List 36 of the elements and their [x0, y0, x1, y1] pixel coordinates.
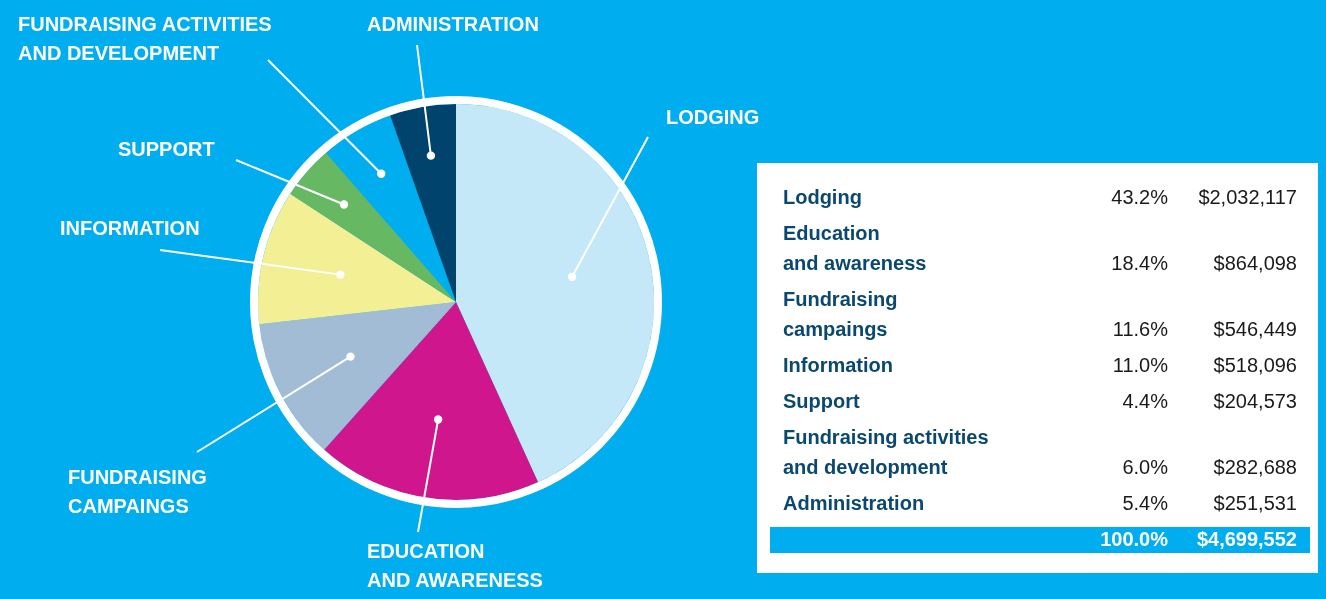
text: $282,688: [1213, 456, 1297, 478]
text: Administration: [783, 492, 925, 514]
text: 11.0%: [1112, 354, 1169, 376]
text: $518,096: [1213, 354, 1297, 376]
text: $204,573: [1213, 390, 1297, 412]
text: 5.4%: [1122, 492, 1169, 514]
pie-slice: [456, 104, 654, 483]
text: $2,032,117: [1198, 186, 1297, 208]
text: 100.0%: [1100, 528, 1169, 550]
text: Fundraising campaings: [783, 288, 898, 340]
slice-label: ADMINISTRATION: [367, 13, 539, 35]
pie-slice: [324, 302, 539, 500]
text: 4.4%: [1122, 390, 1169, 412]
pie-slice: [258, 193, 456, 325]
text: 43.2%: [1111, 186, 1169, 208]
text: Support: [783, 390, 860, 412]
slice-label: SUPPORT: [118, 138, 215, 160]
slice-label: FUNDRAISING CAMPAINGS: [68, 466, 207, 517]
pie-slice: [290, 152, 456, 302]
text: Lodging: [783, 186, 862, 208]
text: Information: [783, 354, 893, 376]
slice-label: FUNDRAISING ACTIVITIES AND DEVELOPMENT: [18, 13, 272, 64]
text: $251,531: [1213, 492, 1297, 514]
pie-slice: [390, 104, 456, 302]
slice-label: EDUCATION AND AWARENESS: [367, 540, 543, 591]
text: $4,699,552: [1196, 528, 1297, 550]
pie-slice: [259, 302, 456, 450]
text: $864,098: [1213, 252, 1297, 274]
slice-label: LODGING: [666, 106, 760, 128]
text: Fundraising activities and development: [783, 426, 989, 478]
text: 11.6%: [1112, 318, 1169, 340]
text: Education and awareness: [783, 222, 927, 274]
text: $546,449: [1213, 318, 1297, 340]
text: 18.4%: [1111, 252, 1169, 274]
slice-label: INFORMATION: [60, 217, 200, 239]
text: 6.0%: [1122, 456, 1169, 478]
